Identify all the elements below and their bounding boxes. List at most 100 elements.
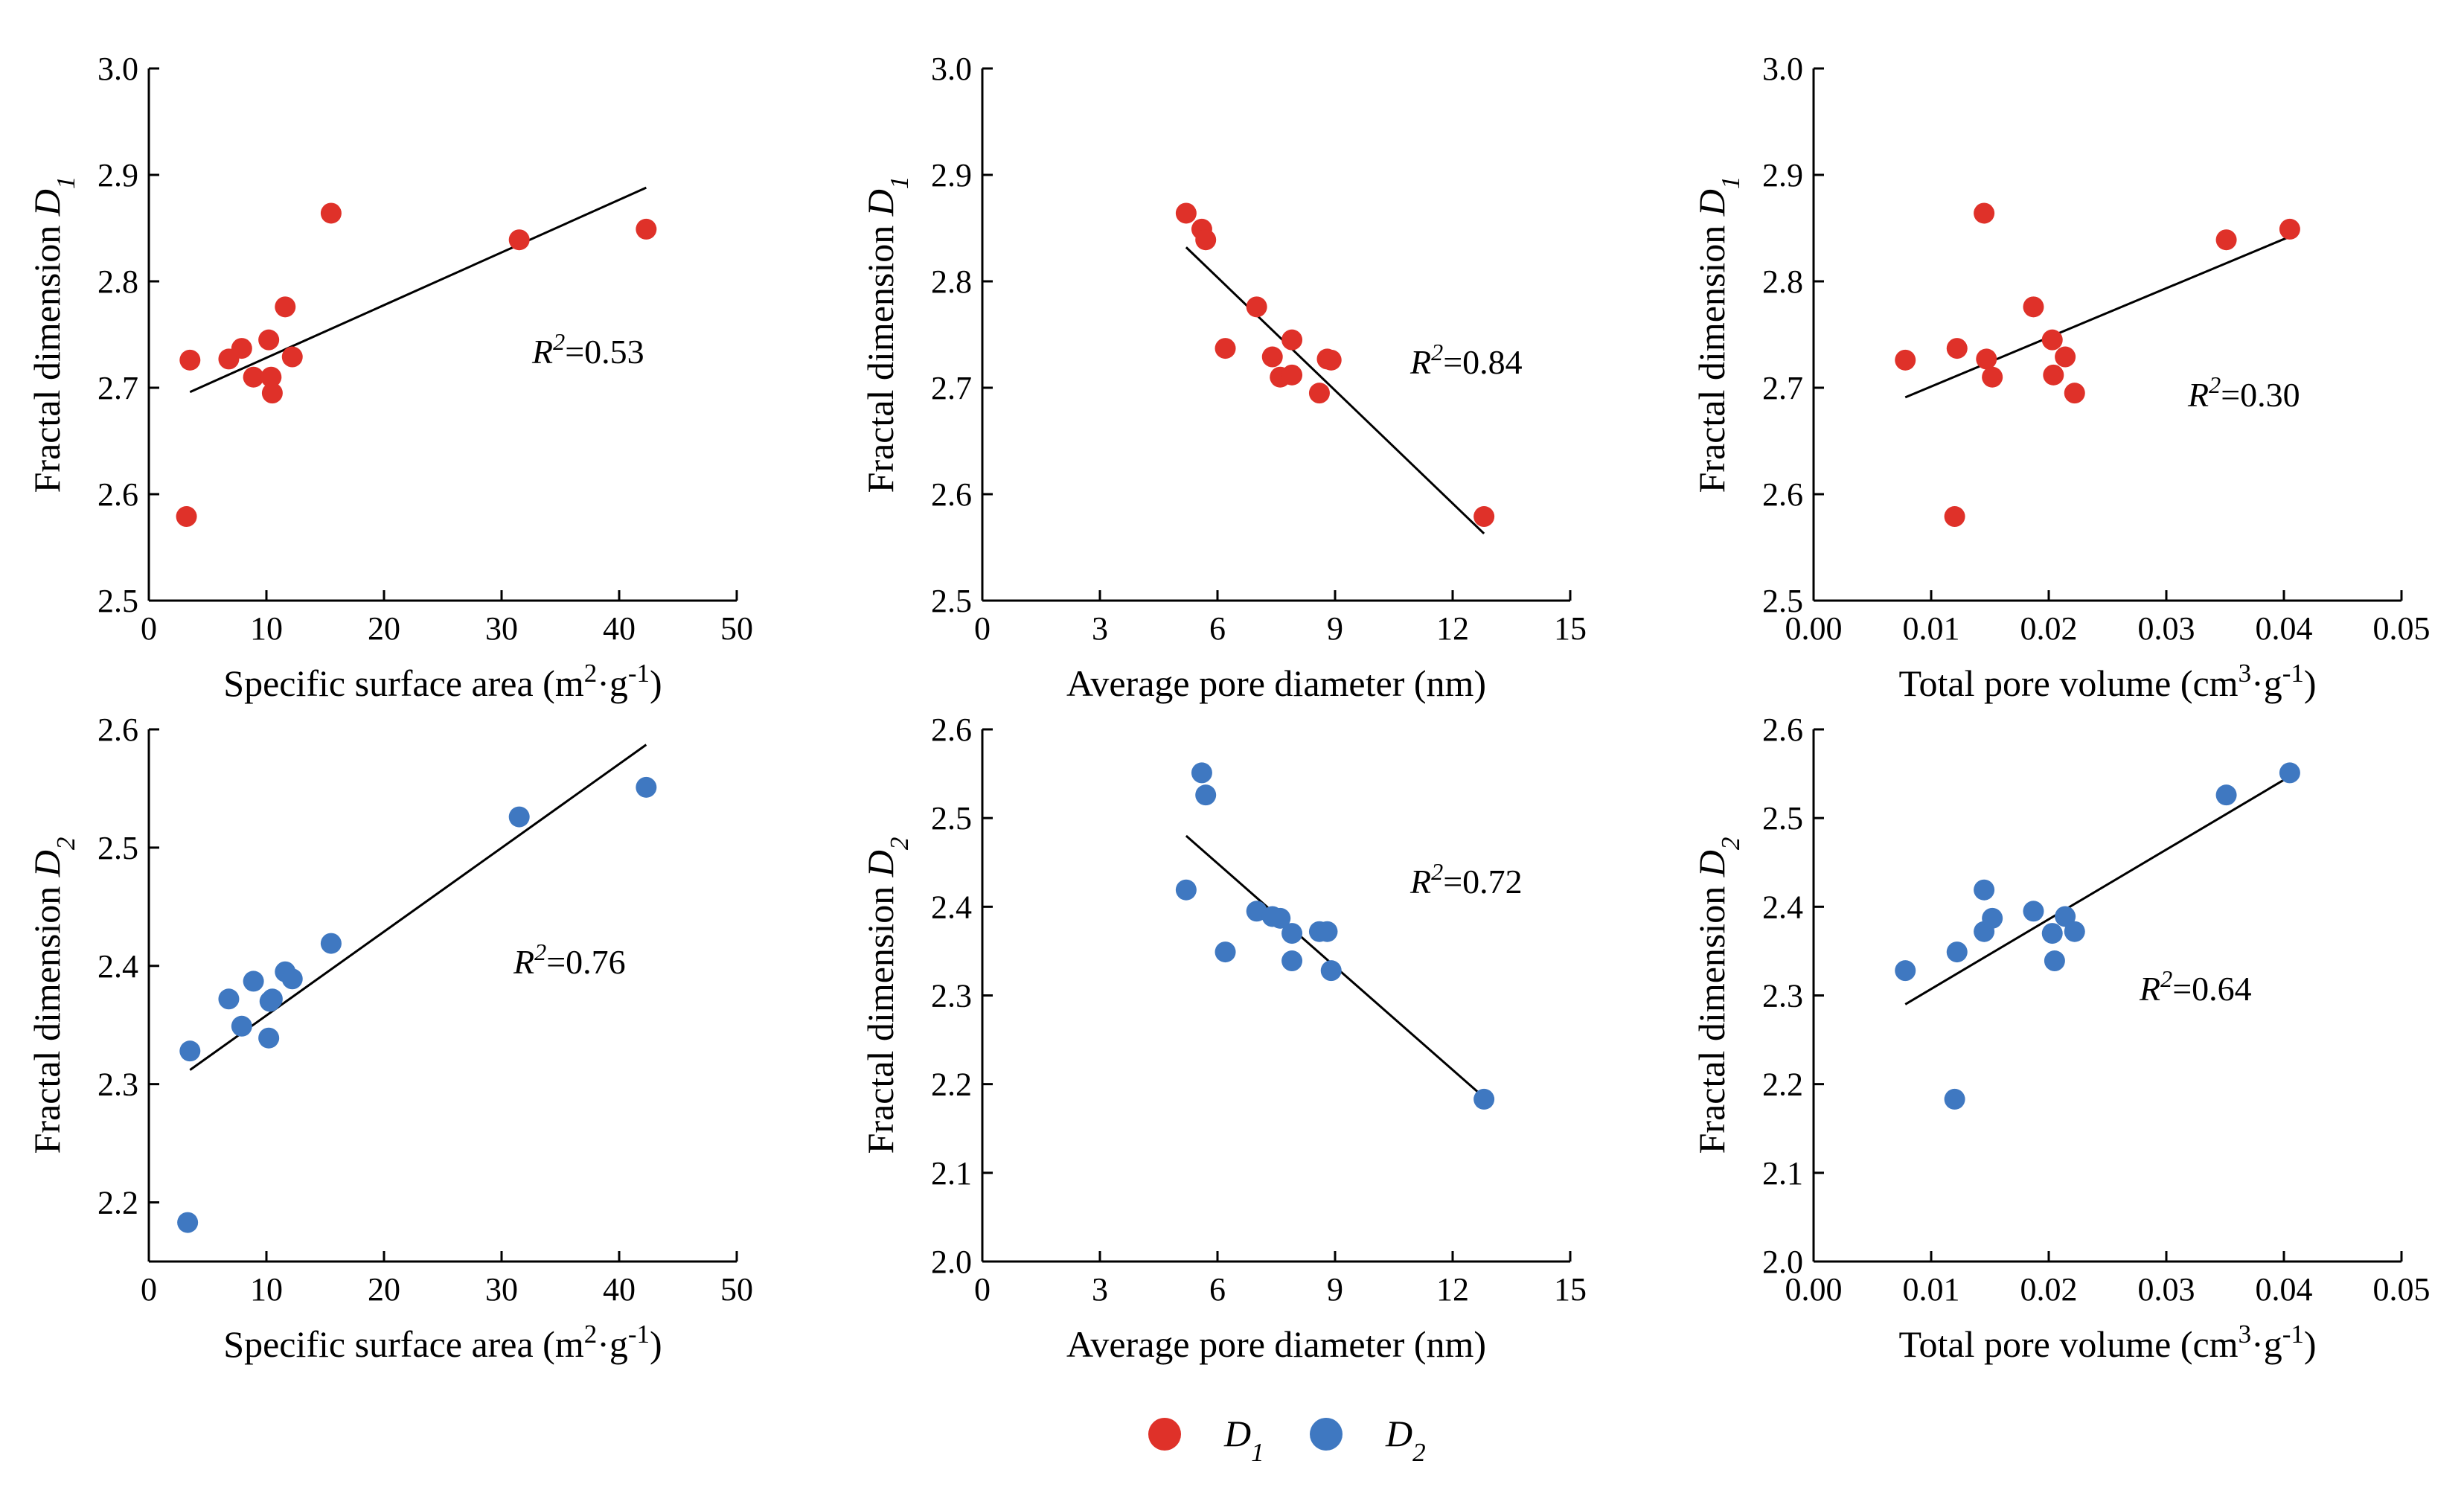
y-tick-label: 2.4: [1762, 889, 1803, 925]
x-tick-label: 3: [1092, 610, 1108, 647]
y-tick-label: 2.4: [97, 948, 138, 985]
y-tick-label: 2.2: [97, 1185, 138, 1221]
y-tick-label: 2.0: [931, 1244, 972, 1280]
y-tick-label: 2.6: [97, 712, 138, 748]
x-tick-label: 0.02: [2020, 1271, 2078, 1308]
data-point: [1308, 383, 1330, 404]
data-point: [258, 329, 280, 351]
data-point: [1261, 346, 1283, 368]
x-tick-label: 12: [1436, 1271, 1469, 1308]
data-point: [320, 202, 342, 224]
y-tick-label: 2.1: [931, 1155, 972, 1192]
data-point: [261, 383, 283, 404]
y-tick-label: 3.0: [1762, 51, 1803, 87]
trend-line: [1904, 775, 2291, 1005]
x-tick-label: 0.01: [1903, 1271, 1960, 1308]
x-tick-label: 0.00: [1785, 610, 1843, 647]
data-point: [1215, 941, 1236, 963]
y-tick-label: 2.3: [1762, 978, 1803, 1014]
y-tick-label: 2.8: [97, 263, 138, 300]
x-tick-label: 0.02: [2020, 610, 2078, 647]
x-tick-label: 20: [368, 610, 400, 647]
y-tick-label: 2.0: [1762, 1244, 1803, 1280]
y-tick-label: 3.0: [931, 51, 972, 87]
data-point: [1974, 202, 1995, 224]
legend-label: D1: [1223, 1413, 1264, 1467]
data-point: [1976, 348, 1997, 370]
data-point: [1944, 506, 1965, 528]
x-tick-label: 0.05: [2373, 610, 2431, 647]
panel-e: 2.0 2.1 2.2 2.3 2.4 2.5 2.6 0 3 6 9 12 15 Average por…: [860, 712, 1587, 1365]
legend-label: D2: [1385, 1413, 1426, 1467]
y-tick-label: 2.3: [931, 978, 972, 1014]
data-point: [1195, 784, 1217, 806]
panel-b: 2.5 2.6 2.7 2.8 2.9 3.0 0 3 6 9 12 15 Average pore d…: [860, 51, 1587, 704]
y-tick-label: 2.9: [1762, 157, 1803, 194]
r-squared-label: R2=0.64: [2139, 965, 2252, 1008]
y-axis-title: Fractal dimension D2: [860, 837, 914, 1154]
data-point: [1895, 349, 1916, 371]
y-tick-label: 2.6: [97, 476, 138, 513]
y-tick-label: 2.6: [931, 712, 972, 748]
x-tick-label: 0.03: [2138, 1271, 2195, 1308]
y-tick-label: 2.9: [97, 157, 138, 194]
y-tick-label: 2.3: [97, 1067, 138, 1103]
trend-line: [1185, 246, 1485, 534]
y-axis-title: Fractal dimension D2: [1691, 837, 1745, 1154]
x-tick-label: 20: [368, 1271, 400, 1308]
data-point: [2279, 218, 2300, 240]
x-tick-label: 0: [974, 610, 991, 647]
x-tick-label: 50: [720, 610, 753, 647]
x-tick-label: 10: [250, 1271, 283, 1308]
legend-marker-d1: [1148, 1418, 1181, 1451]
y-tick-label: 2.7: [931, 370, 972, 406]
x-tick-label: 3: [1092, 1271, 1108, 1308]
y-tick-label: 2.6: [1762, 712, 1803, 748]
data-point: [508, 806, 530, 828]
y-tick-label: 2.7: [1762, 370, 1803, 406]
x-tick-label: 0.04: [2256, 610, 2313, 647]
y-tick-label: 2.5: [97, 583, 138, 619]
data-point: [1982, 366, 2003, 388]
data-point: [1944, 1088, 1965, 1110]
x-axis-title: Specific surface area (m2·g-1): [223, 659, 662, 705]
data-point: [2044, 950, 2065, 972]
data-point: [281, 346, 303, 368]
data-point: [2041, 923, 2063, 944]
r-squared-label: R2=0.53: [531, 328, 644, 371]
panel-f: 2.0 2.1 2.2 2.3 2.4 2.5 2.6 0.00 0.01 0.02 0.03 0.0…: [1691, 712, 2431, 1365]
data-point: [218, 988, 240, 1010]
data-point: [1281, 329, 1303, 351]
data-point: [1246, 296, 1267, 318]
y-tick-label: 2.5: [1762, 583, 1803, 619]
x-tick-label: 30: [485, 610, 518, 647]
data-point: [1281, 364, 1303, 386]
data-point: [1281, 923, 1303, 944]
data-point: [1320, 349, 1342, 371]
data-point: [2215, 229, 2237, 251]
data-point: [1473, 506, 1495, 528]
data-point: [2064, 383, 2085, 404]
data-point: [176, 506, 197, 528]
x-tick-label: 0.05: [2373, 1271, 2431, 1308]
x-tick-label: 12: [1436, 610, 1469, 647]
y-axis-title: Fractal dimension D1: [860, 176, 914, 493]
data-point: [1473, 1088, 1495, 1110]
data-point: [2023, 296, 2044, 318]
x-tick-label: 0.04: [2256, 1271, 2313, 1308]
x-axis-title: Average pore diameter (nm): [1066, 662, 1486, 704]
x-tick-label: 0: [141, 610, 157, 647]
y-axis-title: Fractal dimension D2: [26, 837, 80, 1154]
y-tick-label: 2.4: [931, 889, 972, 925]
panel-c: 2.5 2.6 2.7 2.8 2.9 3.0 0.00 0.01 0.02 0.03 0.04 0.…: [1691, 51, 2431, 704]
data-point: [275, 296, 296, 318]
x-axis-title: Total pore volume (cm3·g-1): [1898, 1320, 2316, 1366]
y-tick-label: 2.2: [1762, 1067, 1803, 1103]
data-point: [179, 1040, 201, 1062]
data-point: [508, 229, 530, 251]
y-tick-label: 2.1: [1762, 1155, 1803, 1192]
r-squared-label: R2=0.84: [1409, 339, 1523, 381]
x-tick-label: 30: [485, 1271, 518, 1308]
data-point: [2023, 901, 2044, 922]
